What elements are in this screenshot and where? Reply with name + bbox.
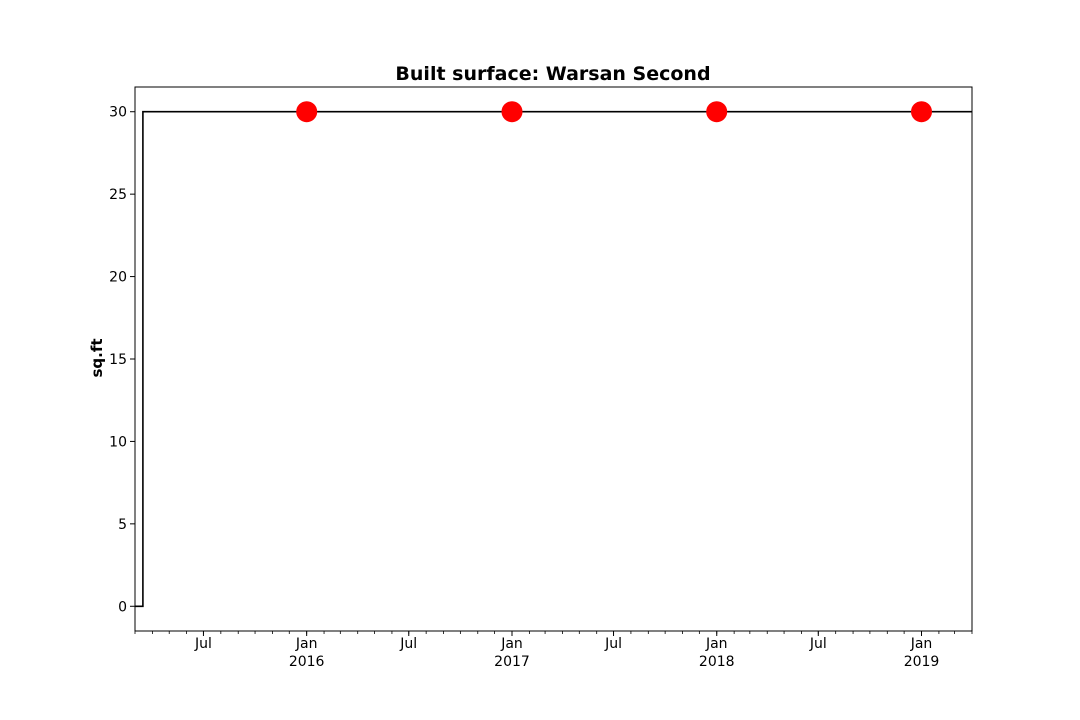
y-tick-label: 0	[118, 599, 127, 615]
x-tick-label: Jul	[194, 636, 212, 652]
plot-area	[134, 86, 973, 632]
data-point	[501, 101, 523, 123]
x-tick-label: Jul	[399, 636, 417, 652]
y-axis-label: sq.ft	[88, 338, 106, 377]
x-tick-label: Jan	[500, 636, 523, 652]
x-tick-year-label: 2018	[699, 654, 735, 670]
y-tick-label: 30	[109, 105, 127, 121]
x-tick-year-label: 2017	[494, 654, 530, 670]
chart-title: Built surface: Warsan Second	[395, 63, 710, 85]
chart-marks	[135, 101, 972, 608]
data-point	[296, 101, 318, 123]
y-tick-label: 15	[109, 352, 127, 368]
y-tick-label: 25	[109, 187, 127, 203]
series-line	[135, 110, 972, 608]
data-point	[911, 101, 932, 123]
x-tick-label: Jul	[604, 636, 622, 652]
x-tick-label: Jan	[910, 636, 933, 652]
x-tick-label: Jan	[705, 636, 728, 652]
x-tick-label: Jan	[295, 636, 318, 652]
x-tick-label: Jul	[809, 636, 827, 652]
x-tick-year-label: 2016	[289, 654, 325, 670]
x-tick-year-label: 2019	[904, 654, 940, 670]
y-tick-label: 20	[109, 270, 127, 286]
y-tick-label: 10	[109, 434, 127, 450]
x-axis: Jul Jan 2016 Jul Jan 2017 Jul Jan 2018 Jul Jan 2019	[134, 631, 973, 670]
y-tick-label: 5	[118, 517, 127, 533]
y-axis: 0 5 10 15 20 25 30	[109, 105, 135, 615]
data-point	[706, 101, 728, 123]
